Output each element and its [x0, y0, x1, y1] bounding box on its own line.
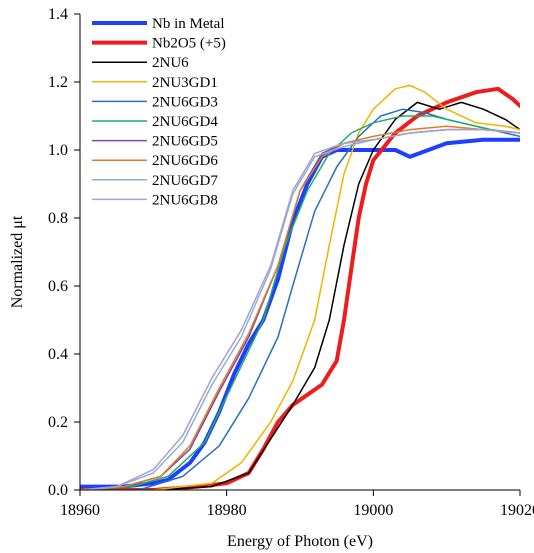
series-line-6: [80, 115, 520, 490]
axes: [79, 14, 520, 491]
y-tick-label: 1.4: [48, 6, 68, 23]
series-line-8: [80, 125, 520, 490]
legend-label: 2NU3GD1: [152, 75, 218, 91]
x-axis-title: Energy of Photon (eV): [227, 533, 373, 550]
legend-label: 2NU6GD3: [152, 94, 218, 110]
legend-label: 2NU6GD6: [152, 153, 218, 169]
x-tick-label: 18980: [207, 502, 247, 519]
series-line-9: [80, 128, 520, 490]
x-tick-label: 19000: [353, 502, 393, 519]
series-line-1: [80, 137, 520, 489]
y-tick-label: 1.0: [48, 142, 68, 159]
series-line-5: [80, 108, 520, 490]
legend-label: Nb2O5 (+5): [152, 36, 226, 52]
ticks: 0.0 0.2 0.4 0.6 0.8 1.0 1.2 1.4 18960 18980 19000 1…: [48, 6, 534, 519]
legend-label: Nb in Metal: [152, 16, 225, 32]
y-tick-label: 0.0: [48, 482, 68, 499]
x-tick-label: 19020: [500, 502, 534, 519]
y-tick-label: 0.2: [48, 414, 68, 431]
legend: Nb in Metal Nb2O5 (+5) 2NU6 2NU3GD1 2NU6GD3 2…: [92, 16, 226, 208]
legend-label: 2NU6GD8: [152, 192, 218, 208]
y-tick-label: 0.6: [48, 278, 68, 295]
series-line-10: [80, 128, 520, 490]
legend-label: 2NU6GD4: [152, 114, 218, 130]
y-axis-title: Normalized μt: [9, 215, 26, 308]
legend-label: 2NU6: [152, 55, 189, 71]
y-tick-label: 1.2: [48, 74, 68, 91]
y-tick-label: 0.4: [48, 346, 68, 363]
series-line-2: [80, 86, 520, 490]
series-line-3: [80, 101, 520, 490]
legend-label: 2NU6GD5: [152, 134, 218, 150]
legend-label: 2NU6GD7: [152, 173, 218, 189]
plot-lines: [80, 84, 520, 490]
y-tick-label: 0.8: [48, 210, 68, 227]
x-tick-label: 18960: [60, 502, 100, 519]
series-line-4: [80, 84, 520, 490]
series-line-7: [80, 128, 520, 490]
